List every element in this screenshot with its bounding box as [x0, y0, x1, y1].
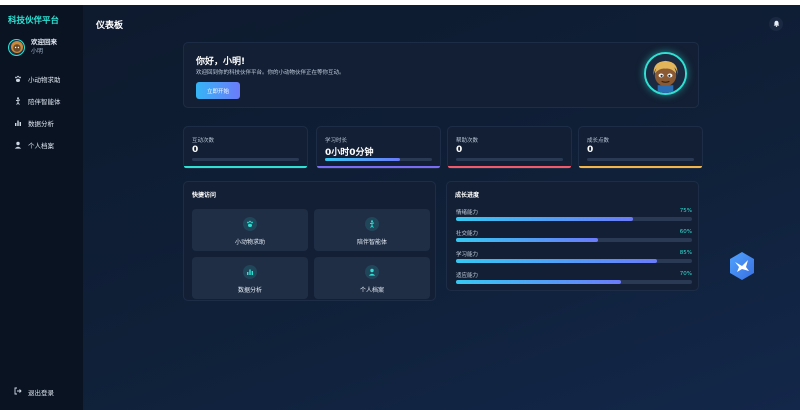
logout-button[interactable]: 退出登录	[14, 387, 54, 397]
sidebar-item-animal-help[interactable]: 小动物求助	[0, 68, 83, 90]
figure-icon	[365, 217, 379, 231]
growth-progress-fill	[456, 217, 633, 221]
stat-value: 0	[456, 145, 463, 155]
bar-chart-icon	[243, 265, 257, 279]
growth-item-percent: 75%	[679, 208, 692, 214]
top-strip	[0, 0, 800, 5]
user-icon	[365, 265, 379, 279]
quick-tile-profile[interactable]: 个人档案	[314, 257, 430, 299]
growth-progress-track	[456, 259, 692, 263]
quick-tile-analytics[interactable]: 数据分析	[192, 257, 308, 299]
quick-tile-label: 陪伴智能体	[356, 239, 387, 246]
stat-label: 互动次数	[192, 138, 215, 144]
growth-progress-panel: 成长进度 情绪能力 75% 社交能力 60% 学习能力 85% 适应能力 70%	[446, 181, 699, 291]
assistant-bird-icon[interactable]	[729, 251, 755, 281]
stat-label: 成长点数	[587, 138, 610, 144]
growth-progress-track	[456, 238, 692, 242]
stat-card-help-count: 帮助次数 0	[447, 126, 572, 169]
growth-progress-track	[456, 280, 692, 284]
figure-icon	[14, 97, 22, 105]
stat-value: 0	[192, 145, 199, 155]
stat-card-growth-points: 成长点数 0	[578, 126, 703, 169]
quick-access-title: 快捷访问	[192, 192, 217, 199]
stat-progress-track	[587, 158, 694, 161]
paw-icon	[14, 75, 22, 83]
quick-access-panel: 快捷访问 小动物求助 陪伴智能体 数据分析 个人档案	[183, 181, 436, 301]
growth-item-name: 社交能力	[456, 231, 479, 237]
welcome-card: 你好，小明! 欢迎回到你的科技伙伴平台。你的小动物伙伴正在等你互动。 立即开始	[183, 42, 699, 108]
growth-item-percent: 60%	[679, 229, 692, 235]
stat-card-interactions: 互动次数 0	[183, 126, 308, 169]
sidebar-item-label: 陪伴智能体	[28, 98, 61, 106]
user-icon	[14, 141, 22, 149]
notification-button[interactable]	[769, 17, 783, 31]
stat-progress-track	[456, 158, 563, 161]
growth-progress-fill	[456, 238, 598, 242]
quick-tile-label: 个人档案	[359, 287, 384, 294]
stat-value: 0小时0分钟	[325, 148, 374, 158]
stat-accent-bar	[579, 166, 702, 168]
bell-icon	[773, 20, 780, 29]
sidebar-item-label: 小动物求助	[28, 76, 61, 84]
growth-progress-fill	[456, 280, 622, 284]
sidebar-item-profile[interactable]: 个人档案	[0, 134, 83, 156]
logout-icon	[14, 387, 22, 397]
growth-item-name: 学习能力	[456, 252, 479, 258]
sidebar-nav: 小动物求助 陪伴智能体 数据分析 个人档案	[0, 68, 83, 156]
sidebar-item-label: 个人档案	[28, 142, 54, 150]
quick-tile-label: 数据分析	[237, 287, 262, 294]
sidebar-item-analytics[interactable]: 数据分析	[0, 112, 83, 134]
user-greeting: 欢迎回来	[31, 38, 57, 46]
stat-progress-track	[325, 158, 432, 161]
user-profile[interactable]: 欢迎回来 小明	[8, 38, 57, 56]
growth-item-percent: 70%	[679, 271, 692, 277]
bar-chart-icon	[14, 119, 22, 127]
hero-avatar	[644, 52, 687, 95]
stat-progress-fill	[325, 158, 400, 161]
paw-icon	[243, 217, 257, 231]
growth-progress-fill	[456, 259, 657, 263]
stat-label: 帮助次数	[456, 138, 479, 144]
welcome-message: 欢迎回到你的科技伙伴平台。你的小动物伙伴正在等你互动。	[196, 70, 345, 76]
avatar	[8, 38, 25, 56]
growth-progress-track	[456, 217, 692, 221]
stat-accent-bar	[448, 166, 571, 168]
stat-card-study-time: 学习时长 0小时0分钟	[316, 126, 441, 169]
growth-item-percent: 85%	[679, 250, 692, 256]
quick-tile-companion[interactable]: 陪伴智能体	[314, 209, 430, 251]
quick-tile-label: 小动物求助	[234, 239, 265, 246]
stat-accent-bar	[184, 166, 307, 168]
growth-title: 成长进度	[455, 192, 480, 199]
page-title: 仪表板	[96, 21, 124, 31]
quick-tile-animal-help[interactable]: 小动物求助	[192, 209, 308, 251]
sidebar: 科技伙伴平台 欢迎回来 小明 小动物求助 陪伴智能体	[0, 5, 83, 410]
stat-value: 0	[587, 145, 594, 155]
stat-label: 学习时长	[325, 138, 348, 144]
stat-accent-bar	[317, 166, 440, 168]
welcome-heading: 你好，小明!	[196, 57, 246, 67]
stat-progress-track	[192, 158, 299, 161]
sidebar-item-companion[interactable]: 陪伴智能体	[0, 90, 83, 112]
main-content: 仪表板 你好，小明! 欢迎回到你的科技伙伴平台。你的小动物伙伴正在等你互动。 立…	[83, 5, 800, 410]
start-button[interactable]: 立即开始	[196, 82, 240, 99]
sidebar-item-label: 数据分析	[28, 120, 54, 128]
user-name: 小明	[31, 48, 44, 55]
brand-title: 科技伙伴平台	[8, 16, 60, 26]
logout-label: 退出登录	[28, 389, 54, 397]
growth-item-name: 情绪能力	[456, 210, 479, 216]
growth-item-name: 适应能力	[456, 273, 479, 279]
